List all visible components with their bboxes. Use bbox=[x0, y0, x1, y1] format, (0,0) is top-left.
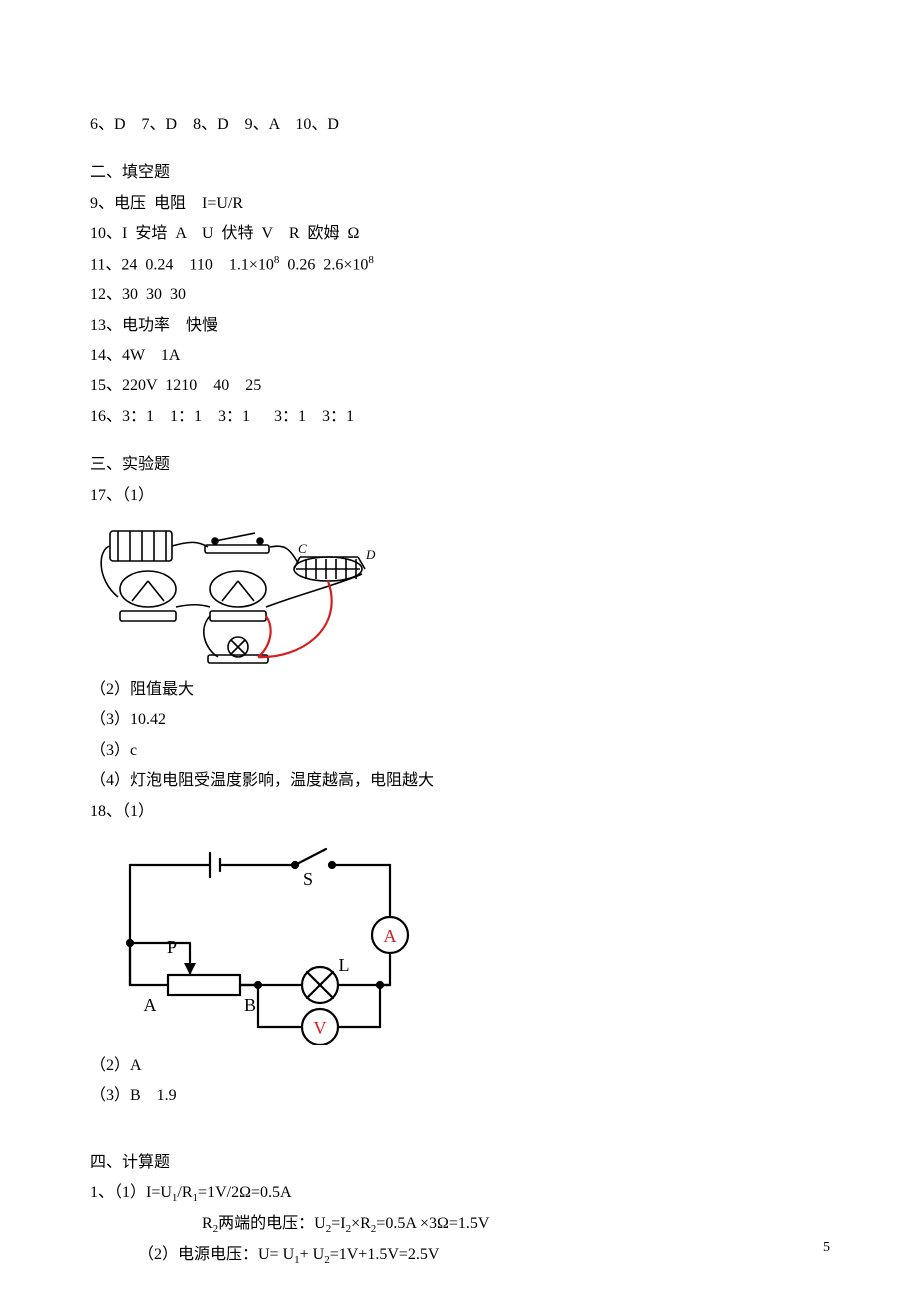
calc-l1: 1、（1）I=U1/R1=1V/2Ω=0.5A bbox=[90, 1178, 830, 1209]
svg-text:D: D bbox=[365, 547, 376, 562]
exp-q18-3: （3）B 1.9 bbox=[90, 1081, 830, 1111]
exp-q17-1: 17、（1） bbox=[90, 481, 830, 511]
fill-q16: 16、3：1 1：1 3：1 3：1 3：1 bbox=[90, 402, 830, 432]
fill-q10: 10、I 安培 A U 伏特 V R 欧姆 Ω bbox=[90, 219, 830, 249]
exp-q17-3a: （3）10.42 bbox=[90, 705, 830, 735]
svg-text:S: S bbox=[303, 869, 313, 889]
fill-q13: 13、电功率 快慢 bbox=[90, 311, 830, 341]
calc-l3: （2）电源电压：U= U1+ U2=1V+1.5V=2.5V bbox=[90, 1240, 830, 1271]
svg-text:B: B bbox=[244, 995, 256, 1015]
calc-heading: 四、计算题 bbox=[90, 1148, 830, 1178]
fill-q11: 11、24 0.24 110 1.1×108 0.26 2.6×108 bbox=[90, 250, 830, 281]
exp-q18-1: 18、（1） bbox=[90, 797, 830, 827]
exp-q18-2: （2）A bbox=[90, 1051, 830, 1081]
fill-q12: 12、30 30 30 bbox=[90, 280, 830, 310]
exp-q17-2: （2）阻值最大 bbox=[90, 675, 830, 705]
calc-l2: R2两端的电压：U2=I2×R2=0.5A ×3Ω=1.5V bbox=[90, 1209, 830, 1240]
page-number: 5 bbox=[823, 1235, 830, 1262]
svg-text:A: A bbox=[384, 926, 397, 946]
exp-q17-3b: （3）c bbox=[90, 736, 830, 766]
svg-text:C: C bbox=[298, 541, 307, 556]
svg-text:A: A bbox=[144, 995, 157, 1015]
fill-heading: 二、填空题 bbox=[90, 158, 830, 188]
svg-text:L: L bbox=[339, 955, 350, 975]
fill-q9: 9、电压 电阻 I=U/R bbox=[90, 189, 830, 219]
figure-17-circuit: C D bbox=[90, 519, 830, 669]
mc-answers: 6、D 7、D 8、D 9、A 10、D bbox=[90, 110, 830, 140]
svg-text:P: P bbox=[167, 937, 177, 957]
svg-text:V: V bbox=[314, 1018, 327, 1038]
exp-q17-4: （4）灯泡电阻受温度影响，温度越高，电阻越大 bbox=[90, 766, 830, 796]
figure-18-circuit: S P A B L A V bbox=[90, 835, 830, 1045]
exp-heading: 三、实验题 bbox=[90, 450, 830, 480]
fill-q15: 15、220V 1210 40 25 bbox=[90, 371, 830, 401]
fill-q14: 14、4W 1A bbox=[90, 341, 830, 371]
